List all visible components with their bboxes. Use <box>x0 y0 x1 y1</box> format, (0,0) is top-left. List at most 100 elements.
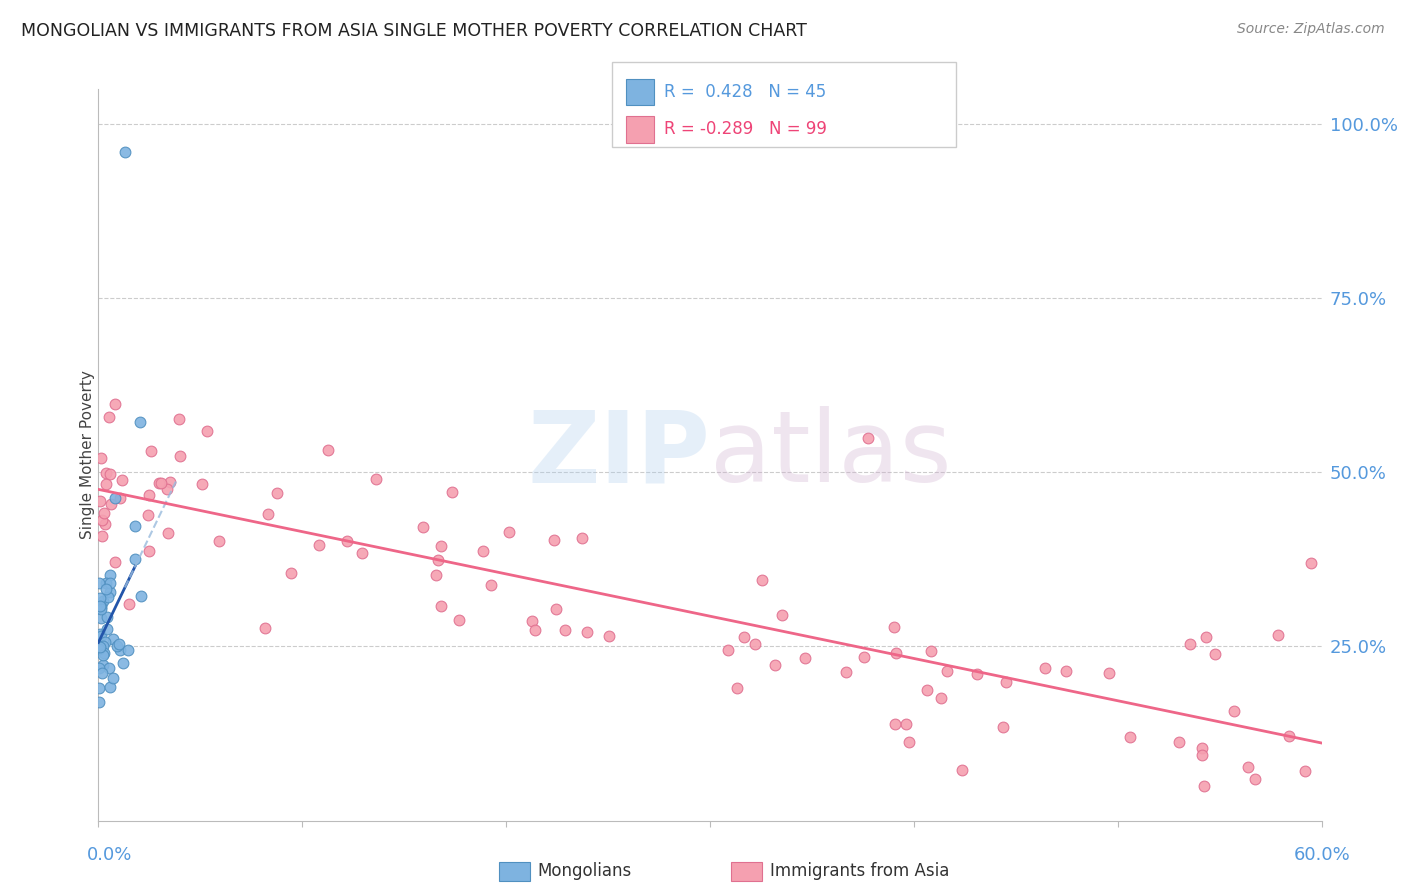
Point <box>100 497 122 511</box>
Point <box>91 594 114 608</box>
Point <box>128 415 150 429</box>
Point <box>1119 730 1142 744</box>
Text: atlas: atlas <box>710 407 952 503</box>
Point <box>96 610 118 624</box>
Point <box>139 444 162 458</box>
Text: MONGOLIAN VS IMMIGRANTS FROM ASIA SINGLE MOTHER POVERTY CORRELATION CHART: MONGOLIAN VS IMMIGRANTS FROM ASIA SINGLE… <box>21 22 807 40</box>
Point <box>87 695 110 709</box>
Point <box>124 519 146 533</box>
Point <box>733 630 755 644</box>
Point <box>744 637 766 651</box>
Point <box>1180 637 1202 651</box>
Point <box>336 534 359 549</box>
Point <box>835 665 858 679</box>
Point <box>89 640 111 655</box>
Point <box>479 578 502 592</box>
Point <box>167 412 190 426</box>
Point <box>725 681 748 696</box>
Text: 60.0%: 60.0% <box>1294 846 1350 863</box>
Point <box>966 667 988 681</box>
Point <box>1168 735 1191 749</box>
Text: Source: ZipAtlas.com: Source: ZipAtlas.com <box>1237 22 1385 37</box>
Point <box>103 491 125 506</box>
Point <box>554 623 576 637</box>
Point <box>898 734 921 748</box>
Point <box>93 506 115 520</box>
Point <box>94 477 117 491</box>
Point <box>105 640 128 654</box>
Point <box>1294 764 1316 778</box>
Point <box>1278 729 1301 743</box>
Point <box>93 646 115 660</box>
Point <box>751 574 773 588</box>
Point <box>98 467 121 482</box>
Point <box>110 643 132 657</box>
Point <box>98 576 121 591</box>
Text: R = -0.289   N = 99: R = -0.289 N = 99 <box>664 120 827 138</box>
Point <box>253 621 276 635</box>
Point <box>89 576 111 591</box>
Point <box>117 642 139 657</box>
Point <box>91 648 114 662</box>
Point <box>148 475 170 490</box>
Point <box>91 639 114 653</box>
Point <box>114 145 136 159</box>
Point <box>91 665 114 680</box>
Point <box>87 661 110 675</box>
Point <box>156 482 179 496</box>
Point <box>544 602 567 616</box>
Point <box>94 575 117 590</box>
Point <box>138 544 160 558</box>
Point <box>111 473 134 487</box>
Point <box>856 430 879 444</box>
Point <box>426 553 449 567</box>
Point <box>1191 740 1213 755</box>
Point <box>90 451 112 466</box>
Point <box>107 637 129 651</box>
Point <box>1244 772 1267 786</box>
Point <box>575 624 598 639</box>
Text: R =  0.428   N = 45: R = 0.428 N = 45 <box>664 83 825 101</box>
Point <box>90 611 112 625</box>
Point <box>920 644 942 658</box>
Point <box>103 632 125 646</box>
Point <box>118 598 141 612</box>
Point <box>111 656 134 670</box>
Point <box>90 629 112 643</box>
Point <box>129 590 152 604</box>
Point <box>308 538 330 552</box>
Point <box>256 507 278 521</box>
Point <box>98 680 121 694</box>
Point <box>1267 628 1289 642</box>
Point <box>96 467 118 481</box>
Point <box>90 599 112 613</box>
Text: Immigrants from Asia: Immigrants from Asia <box>770 863 950 880</box>
Point <box>993 720 1015 734</box>
Point <box>89 627 111 641</box>
Point <box>91 529 114 543</box>
Point <box>366 472 388 486</box>
Point <box>522 614 544 628</box>
Text: ZIP: ZIP <box>527 407 710 503</box>
Point <box>136 508 159 523</box>
Point <box>316 442 339 457</box>
Point <box>894 716 917 731</box>
Point <box>90 599 112 614</box>
Point <box>598 629 620 643</box>
Point <box>94 635 117 649</box>
Point <box>352 546 374 560</box>
Point <box>763 658 786 673</box>
Point <box>429 599 451 614</box>
Point <box>138 488 160 502</box>
Point <box>952 763 974 777</box>
Point <box>936 665 959 679</box>
Point <box>441 484 464 499</box>
Point <box>883 620 905 634</box>
Point <box>159 475 181 489</box>
Point <box>430 539 453 553</box>
Point <box>195 424 218 438</box>
Point <box>98 567 121 582</box>
Point <box>543 533 565 548</box>
Point <box>1033 661 1056 675</box>
Point <box>412 520 434 534</box>
